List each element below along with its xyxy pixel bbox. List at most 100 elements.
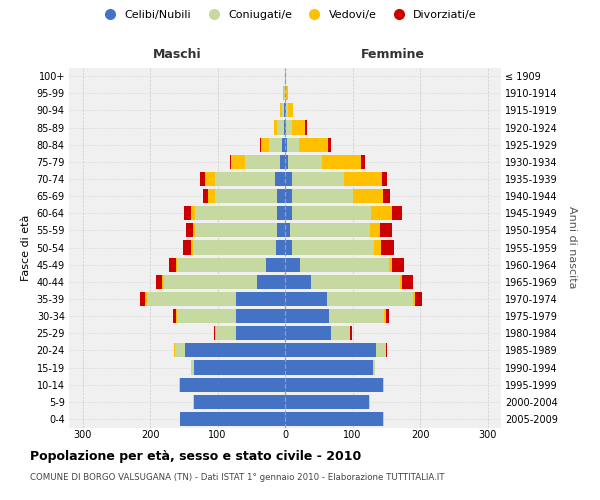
Bar bbox=[400, 275, 403, 289]
Bar bbox=[236, 309, 285, 323]
Bar bbox=[173, 344, 174, 357]
Bar bbox=[285, 258, 300, 272]
Bar bbox=[215, 172, 275, 186]
Bar bbox=[281, 104, 284, 118]
Y-axis label: Anni di nascita: Anni di nascita bbox=[568, 206, 577, 289]
Bar bbox=[176, 258, 177, 272]
Bar bbox=[331, 326, 350, 340]
Bar bbox=[194, 360, 285, 374]
Bar bbox=[292, 240, 374, 254]
Bar bbox=[285, 309, 329, 323]
Bar bbox=[370, 224, 380, 237]
Bar bbox=[260, 138, 269, 151]
Bar bbox=[285, 189, 292, 203]
Bar bbox=[200, 172, 205, 186]
Bar bbox=[193, 395, 194, 409]
Bar bbox=[216, 326, 236, 340]
Bar bbox=[376, 344, 386, 357]
Bar bbox=[286, 104, 288, 118]
Bar bbox=[305, 120, 307, 134]
Bar bbox=[285, 412, 383, 426]
Bar bbox=[285, 86, 286, 100]
Bar bbox=[277, 206, 285, 220]
Bar bbox=[175, 344, 185, 357]
Bar bbox=[179, 412, 181, 426]
Bar bbox=[328, 138, 331, 151]
Bar bbox=[146, 292, 236, 306]
Bar bbox=[208, 189, 215, 203]
Bar bbox=[203, 189, 208, 203]
Bar bbox=[311, 275, 400, 289]
Bar bbox=[374, 240, 381, 254]
Bar bbox=[285, 395, 370, 409]
Bar bbox=[327, 292, 413, 306]
Bar bbox=[194, 395, 285, 409]
Bar bbox=[386, 309, 389, 323]
Bar bbox=[179, 378, 181, 392]
Bar bbox=[344, 172, 382, 186]
Bar bbox=[275, 172, 285, 186]
Bar bbox=[383, 378, 384, 392]
Bar bbox=[181, 412, 285, 426]
Bar bbox=[194, 206, 277, 220]
Bar bbox=[287, 138, 299, 151]
Bar bbox=[285, 155, 289, 169]
Bar bbox=[299, 138, 328, 151]
Text: Popolazione per età, sesso e stato civile - 2010: Popolazione per età, sesso e stato civil… bbox=[30, 450, 361, 463]
Bar bbox=[236, 292, 285, 306]
Bar bbox=[289, 155, 322, 169]
Text: Femmine: Femmine bbox=[361, 48, 425, 62]
Bar bbox=[177, 309, 236, 323]
Bar bbox=[277, 189, 285, 203]
Bar bbox=[290, 224, 370, 237]
Text: COMUNE DI BORGO VALSUGANA (TN) - Dati ISTAT 1° gennaio 2010 - Elaborazione TUTTI: COMUNE DI BORGO VALSUGANA (TN) - Dati IS… bbox=[30, 472, 445, 482]
Bar bbox=[292, 189, 353, 203]
Bar bbox=[292, 206, 371, 220]
Bar bbox=[283, 138, 285, 151]
Bar bbox=[286, 86, 289, 100]
Bar bbox=[403, 275, 413, 289]
Bar bbox=[285, 292, 327, 306]
Bar bbox=[163, 275, 257, 289]
Bar bbox=[283, 86, 284, 100]
Bar bbox=[193, 224, 194, 237]
Bar bbox=[380, 224, 392, 237]
Bar bbox=[285, 104, 286, 118]
Bar bbox=[288, 104, 293, 118]
Bar bbox=[191, 360, 194, 374]
Bar bbox=[266, 258, 285, 272]
Bar bbox=[156, 275, 162, 289]
Bar bbox=[174, 344, 175, 357]
Bar bbox=[285, 120, 286, 134]
Bar bbox=[191, 206, 194, 220]
Bar bbox=[177, 258, 266, 272]
Bar bbox=[292, 172, 344, 186]
Bar bbox=[285, 206, 292, 220]
Bar bbox=[329, 309, 384, 323]
Bar bbox=[257, 275, 285, 289]
Bar bbox=[230, 155, 231, 169]
Bar bbox=[173, 309, 176, 323]
Bar bbox=[215, 189, 277, 203]
Bar bbox=[277, 224, 285, 237]
Bar bbox=[285, 172, 292, 186]
Bar bbox=[381, 240, 394, 254]
Bar bbox=[285, 275, 311, 289]
Bar bbox=[300, 258, 389, 272]
Bar bbox=[269, 138, 283, 151]
Bar bbox=[169, 258, 176, 272]
Bar bbox=[191, 240, 193, 254]
Bar bbox=[214, 326, 215, 340]
Bar bbox=[284, 86, 285, 100]
Bar bbox=[140, 292, 145, 306]
Bar bbox=[145, 292, 146, 306]
Bar bbox=[373, 360, 376, 374]
Bar bbox=[285, 326, 331, 340]
Bar bbox=[193, 240, 275, 254]
Bar bbox=[285, 344, 376, 357]
Bar bbox=[274, 120, 277, 134]
Bar bbox=[275, 240, 285, 254]
Bar bbox=[382, 172, 387, 186]
Bar bbox=[183, 240, 191, 254]
Bar bbox=[392, 258, 404, 272]
